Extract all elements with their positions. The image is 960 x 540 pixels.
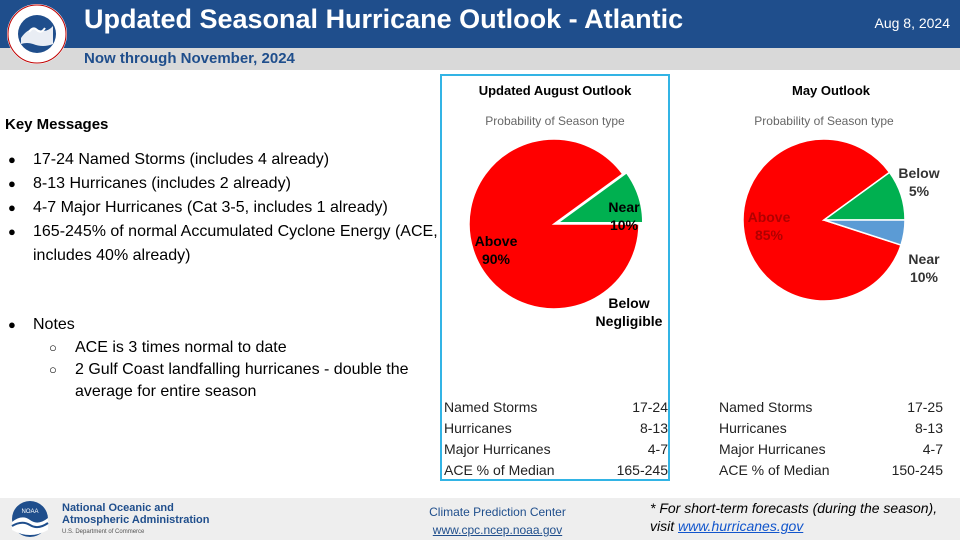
aug-above-pct: 90% <box>481 251 511 267</box>
noaa-logo-text: NOAA <box>21 509 38 515</box>
stat-label: ACE % of Median <box>444 461 555 478</box>
key-message-item: 165-245% of normal Accumulated Cyclone E… <box>5 220 445 268</box>
hurricanes-link[interactable]: www.hurricanes.gov <box>678 518 804 534</box>
key-message-item: 17-24 Named Storms (includes 4 already) <box>5 148 445 172</box>
pie-slice-below <box>823 219 906 246</box>
short-term-note: * For short-term forecasts (during the s… <box>650 499 955 535</box>
august-outlook-title: Updated August Outlook <box>478 83 632 98</box>
note-item: ACE is 3 times normal to date <box>5 337 445 359</box>
table-row: Named Storms 17-25 <box>719 396 943 417</box>
table-row: ACE % of Median 165-245 <box>444 459 668 480</box>
noaa-logo: NOAA <box>11 501 49 537</box>
may-above-text: Above <box>747 209 791 225</box>
subtitle-bar <box>0 48 960 70</box>
may-stats-table: Named Storms 17-25 Hurricanes 8-13 Major H… <box>719 396 943 480</box>
stat-value: 17-25 <box>907 398 943 415</box>
nws-logo <box>7 4 67 64</box>
may-outlook-subtitle: Probability of Season type <box>754 114 894 128</box>
stat-value: 4-7 <box>922 440 943 457</box>
pie-slice-above <box>742 138 902 302</box>
stat-label: Hurricanes <box>719 419 787 436</box>
table-row: ACE % of Median 150-245 <box>719 459 943 480</box>
august-stats-table: Named Storms 17-24 Hurricanes 8-13 Major H… <box>444 396 668 480</box>
may-below-label: Below 5% <box>894 164 944 200</box>
table-row: Named Storms 17-24 <box>444 396 668 417</box>
august-pie-chart <box>468 138 644 310</box>
table-row: Major Hurricanes 4-7 <box>719 438 943 459</box>
may-outlook-title: May Outlook <box>791 83 870 98</box>
stat-label: Named Storms <box>719 398 813 415</box>
stat-value: 150-245 <box>891 461 943 478</box>
noaa-line2: Atmospheric Administration <box>62 514 210 526</box>
short-term-text: * For short-term forecasts (during the s… <box>650 500 938 534</box>
noaa-line1: National Oceanic and <box>62 502 174 514</box>
aug-below-pct: Negligible <box>595 313 663 329</box>
aug-near-label: Near 10% <box>598 198 650 234</box>
key-message-item: 4-7 Major Hurricanes (Cat 3-5, includes … <box>5 196 445 220</box>
stat-value: 8-13 <box>639 419 668 436</box>
key-messages-list: 17-24 Named Storms (includes 4 already) … <box>5 148 445 268</box>
stat-label: Hurricanes <box>444 419 512 436</box>
stat-label: Major Hurricanes <box>444 440 551 457</box>
stat-value: 4-7 <box>647 440 668 457</box>
may-above-pct: 85% <box>754 227 784 243</box>
key-message-item: 8-13 Hurricanes (includes 2 already) <box>5 172 445 196</box>
notes-label: Notes <box>5 313 445 337</box>
notes-section: Notes ACE is 3 times normal to date 2 Gu… <box>5 313 445 403</box>
stat-value: 17-24 <box>632 398 668 415</box>
aug-below-text: Below <box>608 295 650 311</box>
table-row: Hurricanes 8-13 <box>444 417 668 438</box>
note-item: 2 Gulf Coast landfalling hurricanes - do… <box>5 359 445 403</box>
may-above-label: Above 85% <box>740 208 798 244</box>
aug-above-label: Above 90% <box>462 232 530 268</box>
noaa-name: National Oceanic and Atmospheric Adminis… <box>62 502 210 526</box>
stat-label: Major Hurricanes <box>719 440 826 457</box>
may-below-text: Below <box>898 165 940 181</box>
may-pie-chart <box>742 138 906 302</box>
aug-near-text: Near <box>608 199 640 215</box>
stat-label: Named Storms <box>444 398 538 415</box>
cpc-link[interactable]: www.cpc.ncep.noaa.gov <box>432 523 563 537</box>
may-below-pct: 5% <box>908 183 930 199</box>
august-outlook-panel <box>440 74 670 481</box>
aug-above-text: Above <box>474 233 518 249</box>
pie-slice-above <box>468 138 640 310</box>
stat-value: 8-13 <box>914 419 943 436</box>
may-near-text: Near <box>908 251 940 267</box>
cpc-block: Climate Prediction Center www.cpc.ncep.n… <box>415 503 580 539</box>
page-subtitle: Now through November, 2024 <box>84 50 295 67</box>
header-bar <box>0 0 960 48</box>
key-messages-heading: Key Messages <box>5 116 109 133</box>
date-label: Aug 8, 2024 <box>874 15 950 31</box>
table-row: Hurricanes 8-13 <box>719 417 943 438</box>
stat-label: ACE % of Median <box>719 461 830 478</box>
cpc-name: Climate Prediction Center <box>429 505 566 519</box>
table-row: Major Hurricanes 4-7 <box>444 438 668 459</box>
dept-of-commerce: U.S. Department of Commerce <box>62 529 145 535</box>
august-outlook-subtitle: Probability of Season type <box>485 114 625 128</box>
footer-bar <box>0 498 960 540</box>
may-near-label: Near 10% <box>899 250 949 286</box>
may-near-pct: 10% <box>909 269 939 285</box>
aug-near-pct: 10% <box>609 217 639 233</box>
pie-slice-near <box>555 171 644 224</box>
aug-below-label: Below Negligible <box>588 294 670 330</box>
stat-value: 165-245 <box>616 461 668 478</box>
page-title: Updated Seasonal Hurricane Outlook - Atl… <box>84 4 684 34</box>
